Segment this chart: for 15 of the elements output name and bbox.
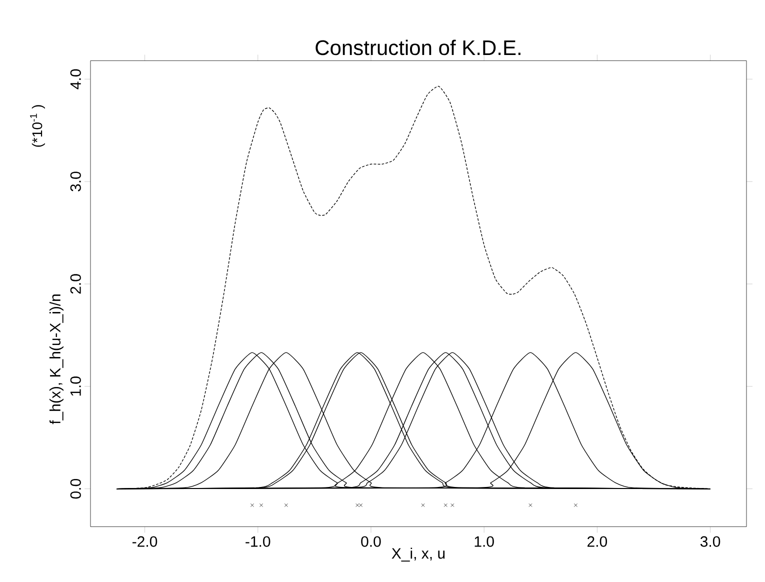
x-tick-label: -1.0 bbox=[246, 536, 270, 547]
x-axis-title: X_i, x, u bbox=[392, 548, 445, 562]
y-tick-label: 3.0 bbox=[70, 172, 81, 192]
y-tick-label: 1.0 bbox=[70, 376, 81, 396]
text: (*10$^{-1}$ ) bbox=[30, 105, 45, 147]
y-tick-label: 0.0 bbox=[70, 478, 81, 499]
chart-title: Construction of K.D.E. bbox=[316, 40, 520, 56]
x-tick-label: 0.0 bbox=[361, 536, 381, 547]
y-axis-title: f_h(x), K_h(u-X_i)/n bbox=[49, 294, 64, 424]
x-tick-label: -2.0 bbox=[132, 536, 158, 547]
y-tick-label: 4.0 bbox=[70, 69, 81, 90]
x-tick-label: 1.0 bbox=[474, 536, 494, 547]
x-tick-label: 2.0 bbox=[588, 536, 608, 547]
y-tick-label: 2.0 bbox=[70, 274, 81, 294]
x-tick-label: 3.0 bbox=[700, 536, 720, 547]
